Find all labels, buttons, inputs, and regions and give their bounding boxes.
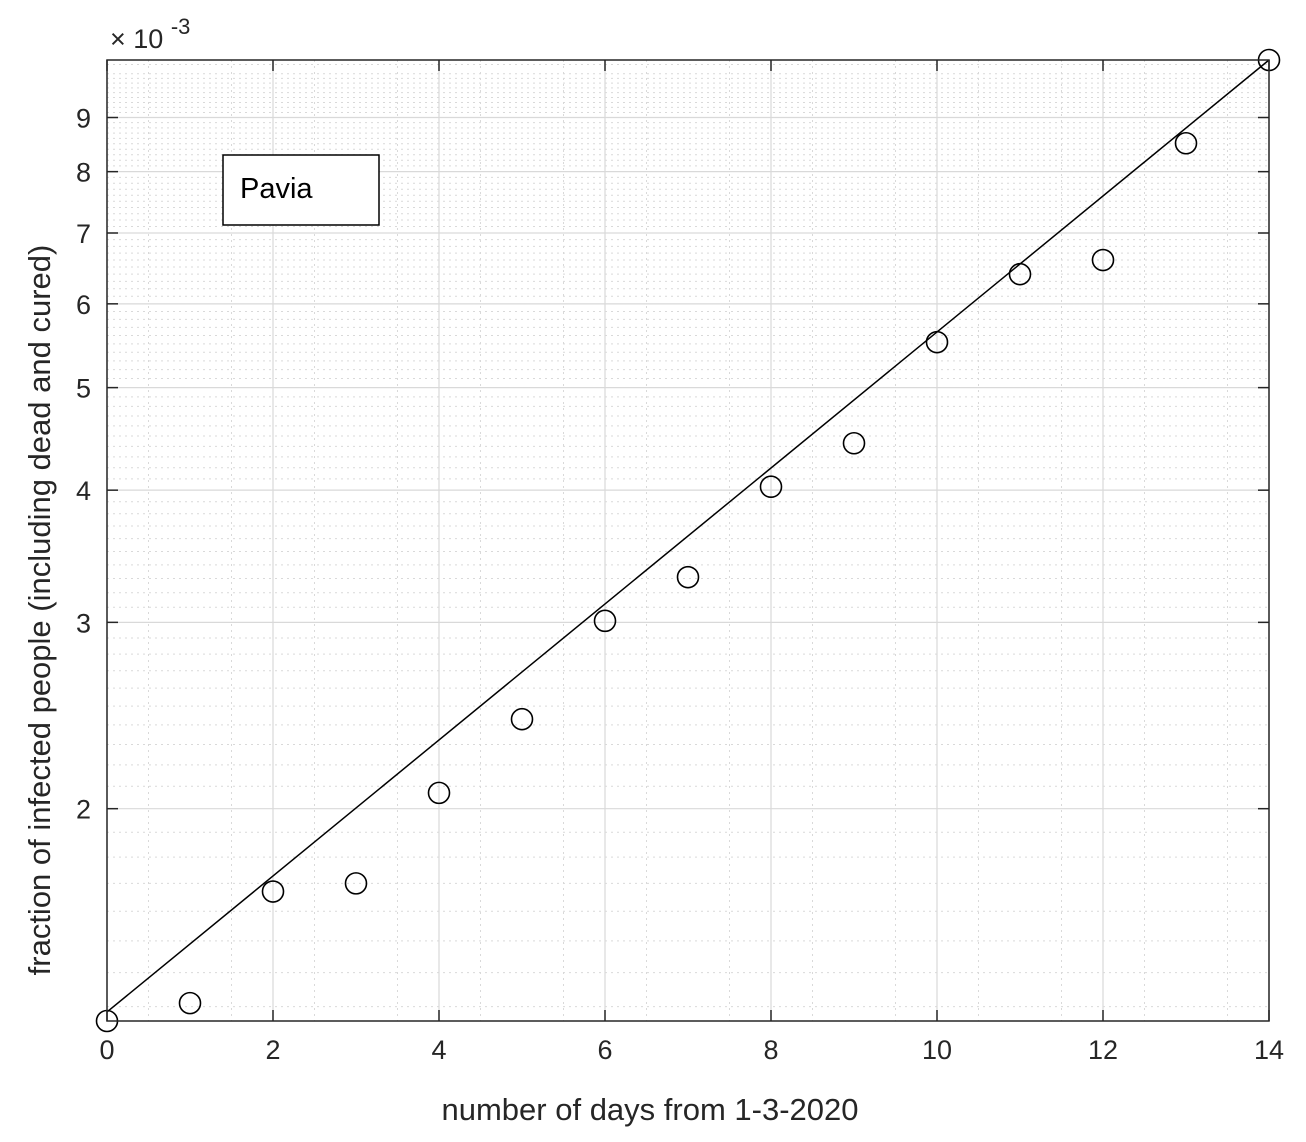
y-axis-label: fraction of infected people (including d… — [22, 245, 57, 976]
data-point — [676, 565, 700, 589]
minor-grid — [107, 60, 1269, 1021]
y-tick-label: 2 — [76, 795, 91, 825]
x-axis-label: number of days from 1-3-2020 — [442, 1092, 859, 1127]
data-point — [925, 330, 949, 354]
data-point — [842, 431, 866, 455]
fit-line-layer — [106, 59, 1270, 1013]
y-tick-label: 4 — [76, 476, 91, 506]
x-tick-label: 2 — [265, 1035, 280, 1065]
data-point — [344, 872, 368, 895]
data-point — [427, 781, 451, 805]
annotation-text: Pavia — [240, 173, 313, 205]
fit-line — [106, 59, 1270, 1013]
data-point — [1091, 248, 1115, 272]
x-tick-label: 14 — [1254, 1035, 1284, 1065]
x-tick-labels: 0 2 4 6 8 10 12 14 — [99, 1035, 1284, 1065]
data-point — [1008, 262, 1032, 286]
data-point — [593, 609, 617, 633]
data-point — [178, 991, 202, 1015]
data-point — [759, 475, 783, 499]
data-point — [510, 707, 534, 731]
y-exponent-power: -3 — [171, 14, 191, 39]
x-tick-label: 4 — [431, 1035, 446, 1065]
y-tick-label: 6 — [76, 290, 91, 320]
x-tick-label: 0 — [99, 1035, 114, 1065]
x-tick-label: 10 — [922, 1035, 952, 1065]
y-tick-labels: 2 3 4 5 6 7 8 9 — [76, 104, 91, 825]
y-exponent-base: × 10 — [110, 24, 163, 54]
y-tick-label: 3 — [76, 608, 91, 638]
x-tick-label: 8 — [763, 1035, 778, 1065]
annotation-box — [222, 154, 380, 226]
data-point — [1174, 131, 1198, 155]
y-tick-label: 5 — [76, 374, 91, 404]
data-point — [261, 880, 285, 903]
x-tick-label: 6 — [597, 1035, 612, 1065]
y-tick-label: 7 — [76, 219, 91, 249]
plot-frame — [106, 59, 1270, 1022]
y-exponent-label: × 10 -3 — [110, 14, 190, 54]
y-tick-label: 9 — [76, 104, 91, 134]
tick-layer — [106, 60, 1270, 1021]
y-tick-label: 8 — [76, 158, 91, 188]
x-tick-label: 12 — [1088, 1035, 1118, 1065]
